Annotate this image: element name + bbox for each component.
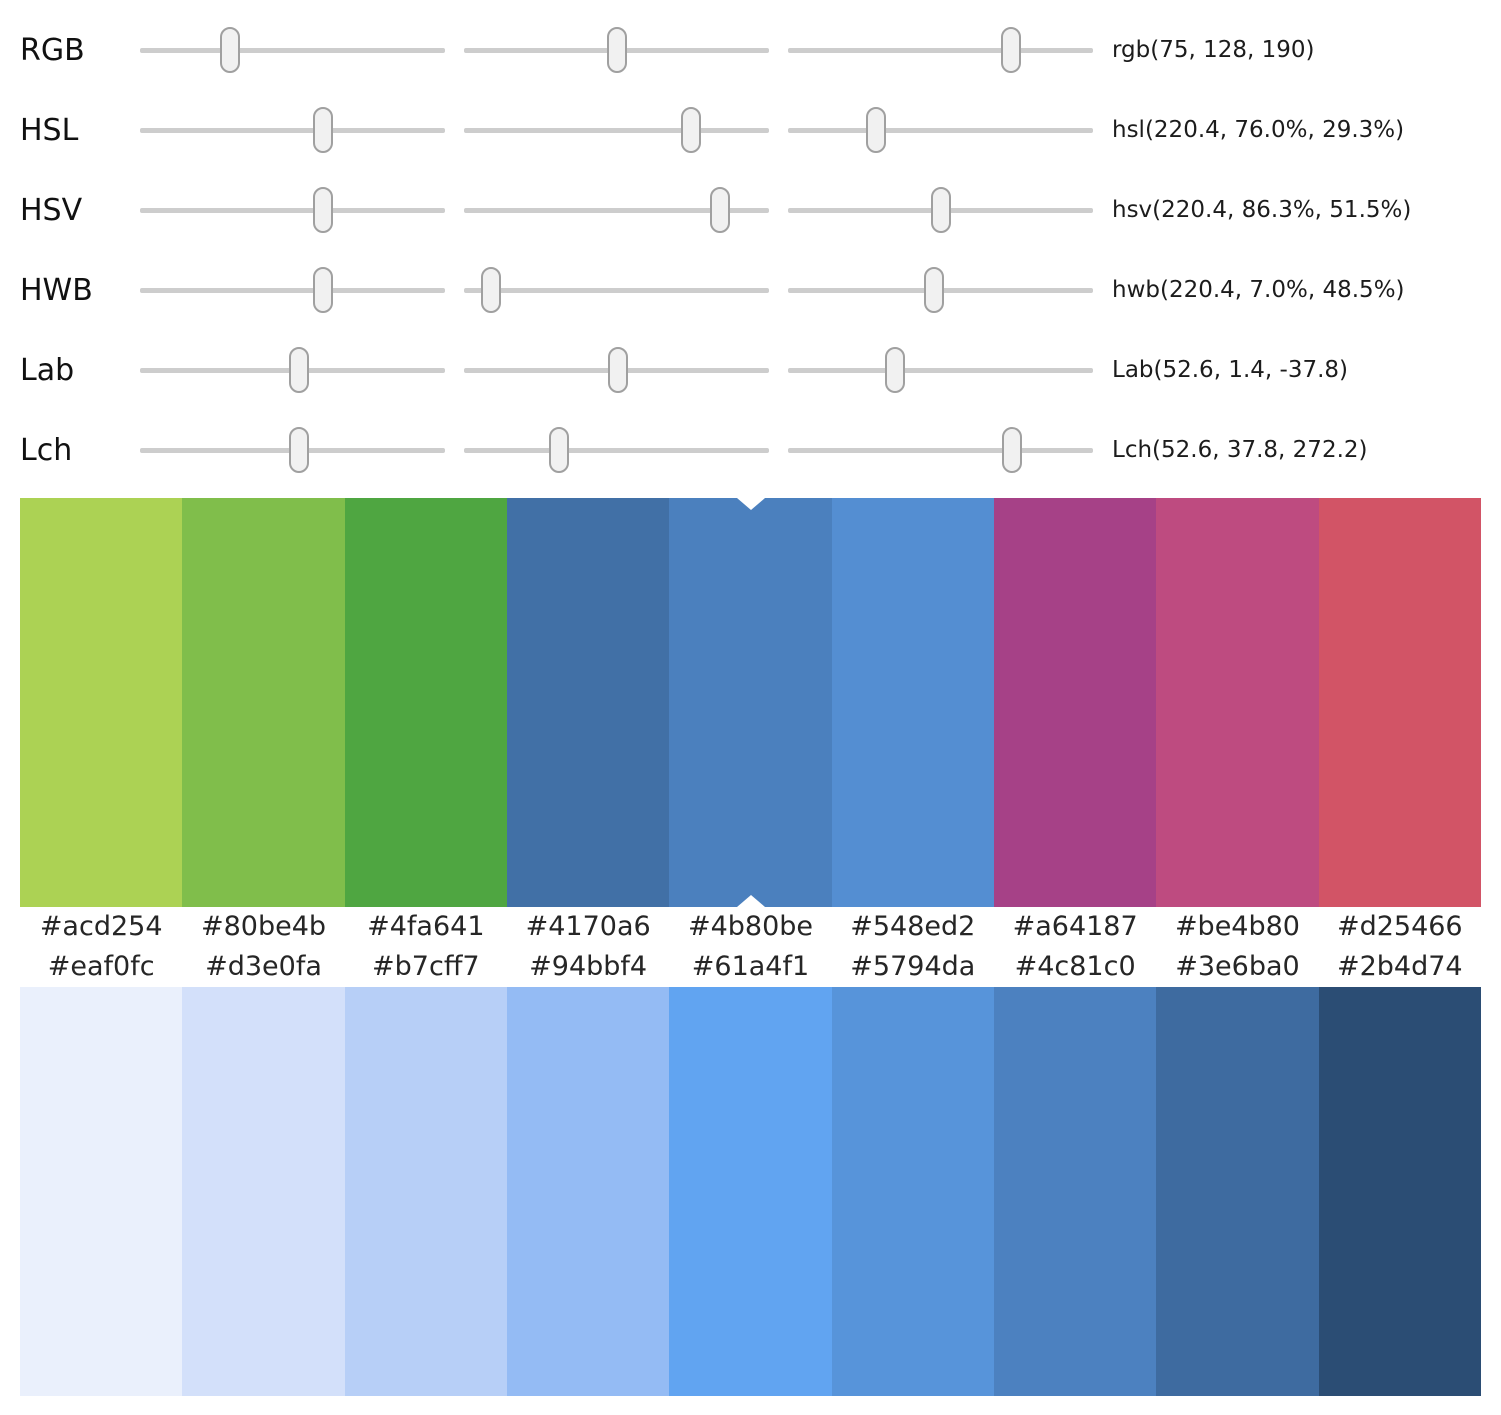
slider-track[interactable] bbox=[140, 347, 445, 393]
slider-thumb[interactable] bbox=[1000, 27, 1021, 73]
slider-thumb[interactable] bbox=[313, 187, 333, 233]
slider-thumb[interactable] bbox=[313, 267, 333, 313]
slider-row-label: Lch bbox=[20, 432, 73, 468]
color-sliders-panel: RGB rgb(75, 128, 190) HSL hsl(220.4, 76.… bbox=[0, 0, 1501, 490]
slider-thumb[interactable] bbox=[219, 27, 240, 73]
slider-track[interactable] bbox=[464, 107, 769, 153]
hex-label: #4fa641 bbox=[367, 910, 485, 942]
slider-track[interactable] bbox=[788, 427, 1093, 473]
slider-row-label: Lab bbox=[20, 352, 75, 388]
slider-row-rgb: RGB rgb(75, 128, 190) bbox=[0, 10, 1501, 90]
slider-track[interactable] bbox=[788, 27, 1093, 73]
palette-swatch[interactable] bbox=[1156, 498, 1319, 907]
hex-label: #d3e0fa bbox=[205, 950, 322, 982]
slider-thumb[interactable] bbox=[608, 347, 629, 393]
palette-swatch[interactable] bbox=[344, 498, 507, 907]
color-value-readout: Lab(52.6, 1.4, -37.8) bbox=[1112, 357, 1348, 383]
palette-swatch[interactable] bbox=[1156, 987, 1319, 1396]
slider-track[interactable] bbox=[788, 347, 1093, 393]
palette-swatch[interactable] bbox=[993, 987, 1157, 1396]
lightness-palette-hex-labels: #eaf0fc #d3e0fa #b7cff7 #94bbf4 #61a4f1 … bbox=[20, 945, 1481, 987]
slider-thumb[interactable] bbox=[1002, 427, 1023, 473]
palette-swatch[interactable] bbox=[669, 987, 832, 1396]
palette-swatch[interactable] bbox=[20, 498, 183, 907]
slider-row-hsv: HSV hsv(220.4, 86.3%, 51.5%) bbox=[0, 170, 1501, 250]
hex-label: #4b80be bbox=[687, 910, 813, 942]
palette-swatch[interactable] bbox=[506, 987, 670, 1396]
slider-track[interactable] bbox=[464, 27, 769, 73]
slider-track[interactable] bbox=[464, 187, 769, 233]
hex-label: #3e6ba0 bbox=[1175, 950, 1300, 982]
hex-label: #548ed2 bbox=[850, 910, 976, 942]
slider-row-lch: Lch Lch(52.6, 37.8, 272.2) bbox=[0, 410, 1501, 490]
color-value-readout: hsl(220.4, 76.0%, 29.3%) bbox=[1112, 117, 1405, 143]
slider-track[interactable] bbox=[140, 187, 445, 233]
hex-label: #b7cff7 bbox=[372, 950, 480, 982]
hex-label: #5794da bbox=[850, 950, 976, 982]
hex-label: #d25466 bbox=[1336, 910, 1463, 942]
selection-caret-bottom-icon bbox=[736, 895, 765, 907]
palette-swatch[interactable] bbox=[831, 987, 994, 1396]
hex-label: #80be4b bbox=[200, 910, 327, 942]
slider-thumb[interactable] bbox=[924, 267, 945, 313]
palette-swatch[interactable] bbox=[993, 498, 1157, 907]
hue-palette-hex-labels: #acd254 #80be4b #4fa641 #4170a6 #4b80be … bbox=[20, 907, 1481, 945]
slider-thumb[interactable] bbox=[866, 107, 887, 153]
slider-thumb[interactable] bbox=[884, 347, 905, 393]
slider-track[interactable] bbox=[464, 267, 769, 313]
slider-track[interactable] bbox=[788, 267, 1093, 313]
palette-swatch[interactable] bbox=[1318, 987, 1481, 1396]
slider-thumb[interactable] bbox=[681, 107, 702, 153]
palette-swatch[interactable] bbox=[182, 987, 345, 1396]
slider-track[interactable] bbox=[140, 27, 445, 73]
slider-thumb[interactable] bbox=[481, 267, 502, 313]
hex-label: #61a4f1 bbox=[691, 950, 810, 982]
palette-swatch[interactable] bbox=[344, 987, 507, 1396]
palette-swatch[interactable] bbox=[831, 498, 994, 907]
slider-row-hsl: HSL hsl(220.4, 76.0%, 29.3%) bbox=[0, 90, 1501, 170]
hex-label: #be4b80 bbox=[1174, 910, 1300, 942]
slider-thumb[interactable] bbox=[288, 427, 309, 473]
slider-thumb[interactable] bbox=[606, 27, 627, 73]
slider-track[interactable] bbox=[140, 427, 445, 473]
slider-track[interactable] bbox=[788, 187, 1093, 233]
palette-swatch-selected[interactable] bbox=[669, 498, 832, 907]
hue-variation-palette bbox=[20, 498, 1481, 907]
slider-thumb[interactable] bbox=[288, 347, 309, 393]
slider-track[interactable] bbox=[788, 107, 1093, 153]
lightness-scale-palette bbox=[20, 987, 1481, 1396]
slider-row-label: RGB bbox=[20, 32, 85, 68]
hex-label: #4c81c0 bbox=[1014, 950, 1136, 982]
hex-label: #eaf0fc bbox=[47, 950, 155, 982]
slider-track[interactable] bbox=[464, 347, 769, 393]
slider-row-lab: Lab Lab(52.6, 1.4, -37.8) bbox=[0, 330, 1501, 410]
slider-thumb[interactable] bbox=[710, 187, 731, 233]
color-value-readout: rgb(75, 128, 190) bbox=[1112, 37, 1315, 63]
hex-label: #acd254 bbox=[39, 910, 163, 942]
palette-swatch[interactable] bbox=[182, 498, 345, 907]
selection-caret-top-icon bbox=[736, 498, 765, 510]
slider-row-label: HWB bbox=[20, 272, 93, 308]
slider-row-label: HSL bbox=[20, 112, 79, 148]
color-value-readout: Lch(52.6, 37.8, 272.2) bbox=[1112, 437, 1368, 463]
color-value-readout: hsv(220.4, 86.3%, 51.5%) bbox=[1112, 197, 1412, 223]
slider-thumb[interactable] bbox=[548, 427, 569, 473]
palette-swatch[interactable] bbox=[1318, 498, 1481, 907]
slider-row-hwb: HWB hwb(220.4, 7.0%, 48.5%) bbox=[0, 250, 1501, 330]
hex-label: #4170a6 bbox=[525, 910, 651, 942]
palette-swatch[interactable] bbox=[20, 987, 183, 1396]
slider-row-label: HSV bbox=[20, 192, 83, 228]
hex-label: #2b4d74 bbox=[1336, 950, 1463, 982]
hex-label: #94bbf4 bbox=[529, 950, 648, 982]
slider-track[interactable] bbox=[140, 267, 445, 313]
slider-thumb[interactable] bbox=[313, 107, 333, 153]
hex-label: #a64187 bbox=[1012, 910, 1138, 942]
color-value-readout: hwb(220.4, 7.0%, 48.5%) bbox=[1112, 277, 1405, 303]
palette-swatch[interactable] bbox=[506, 498, 670, 907]
slider-thumb[interactable] bbox=[930, 187, 951, 233]
slider-track[interactable] bbox=[464, 427, 769, 473]
slider-track[interactable] bbox=[140, 107, 445, 153]
